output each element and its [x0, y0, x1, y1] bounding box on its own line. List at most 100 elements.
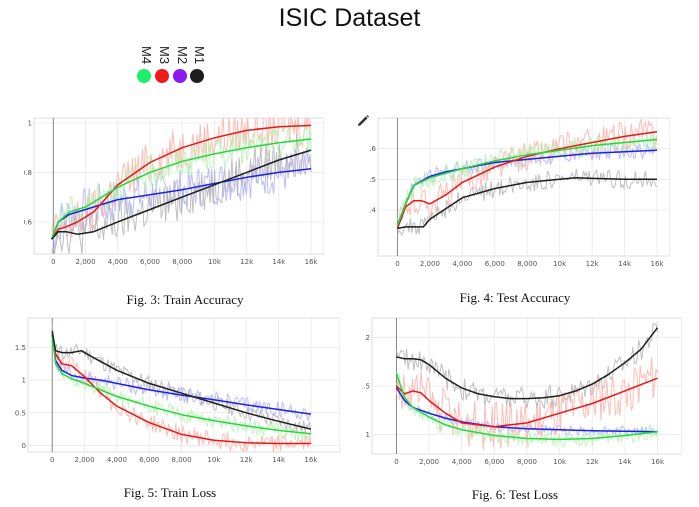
x-tick-label: 10k: [208, 258, 222, 266]
x-tick-label: 0: [394, 458, 398, 466]
raw-trace-m4: [396, 372, 658, 448]
x-tick-label: 8,000: [517, 260, 537, 268]
series-line-m2: [51, 334, 312, 415]
x-tick-label: 14k: [618, 458, 632, 466]
x-tick-label: 8,000: [172, 258, 192, 266]
y-tick-label: 0.4: [370, 207, 377, 215]
chart-train-accuracy: 0 2,000 4,000 6,000 8,000 10k 12k 14k 16k 0.6 0.8 1: [24, 117, 324, 266]
x-tick-label: 16k: [304, 456, 318, 464]
raw-trace-m2: [397, 142, 658, 228]
series-line-m3: [395, 377, 658, 428]
caption-fig6: Fig. 6: Test Loss: [471, 487, 559, 502]
x-tick-label: 14k: [272, 258, 286, 266]
raw-trace-m2: [51, 338, 312, 422]
caption-fig4: Fig. 4: Test Accuracy: [459, 290, 571, 305]
x-tick-label: 10k: [207, 456, 221, 464]
raw-trace-m1: [396, 322, 658, 409]
legend-label-m3: M3: [157, 46, 172, 65]
series-line-m3: [396, 131, 658, 229]
x-tick-label: 0: [50, 456, 54, 464]
chart-test-accuracy: 0 2,000 4,000 6,000 8,000 10k 12k 14k 16k 0.4 0.5 0…: [370, 117, 670, 268]
legend-dot-m1: [190, 69, 204, 83]
x-tick-label: 4,000: [107, 456, 127, 464]
raw-trace-m4: [51, 331, 312, 443]
raw-trace-m3: [396, 357, 658, 450]
x-tick-label: 6,000: [484, 458, 504, 466]
y-tick-label: 0.8: [24, 169, 32, 177]
x-tick-label: 16k: [651, 458, 665, 466]
legend-item-m2: M2: [172, 46, 190, 86]
x-tick-label: 4,000: [108, 258, 128, 266]
x-tick-label: 6,000: [139, 456, 159, 464]
y-tick-label: 0.6: [24, 218, 33, 226]
legend-dot-m3: [155, 69, 169, 83]
raw-trace-m3: [397, 118, 658, 226]
y-tick-label: 0: [22, 442, 26, 450]
raw-trace-m4: [397, 130, 658, 224]
legend-item-m1: M1: [189, 46, 207, 86]
legend-item-m4: M4: [136, 46, 154, 86]
x-tick-label: 14k: [272, 456, 286, 464]
page-title: ISIC Dataset: [278, 4, 421, 32]
x-tick-label: 16k: [651, 260, 665, 268]
y-tick-label: 0.6: [370, 145, 377, 153]
legend-label-m4: M4: [139, 46, 154, 65]
legend-dot-m4: [137, 69, 151, 83]
x-tick-label: 10k: [553, 458, 567, 466]
x-tick-label: 12k: [586, 260, 600, 268]
x-tick-label: 4,000: [452, 458, 472, 466]
x-tick-label: 12k: [240, 456, 254, 464]
x-tick-label: 2,000: [76, 258, 96, 266]
legend-dot-m2: [173, 69, 187, 83]
series-line-m4: [396, 138, 658, 226]
chart-train-loss: 0 2,000 4,000 6,000 8,000 10k 12k 14k 16k 0 0.5 1 1.…: [15, 317, 340, 464]
y-tick-label: 2: [366, 334, 370, 342]
series-line-m4: [51, 334, 311, 435]
legend-label-m1: M1: [192, 46, 207, 65]
series-line-m1: [51, 330, 312, 430]
series-line-m4: [50, 138, 312, 240]
raw-trace-m1: [51, 324, 312, 434]
x-tick-label: 4,000: [452, 260, 472, 268]
x-tick-label: 2,000: [419, 458, 439, 466]
x-tick-label: 10k: [553, 260, 567, 268]
y-tick-label: 1: [366, 431, 370, 439]
caption-fig5: Fig. 5: Train Loss: [123, 485, 217, 500]
x-tick-label: 2,000: [75, 456, 95, 464]
x-tick-label: 8,000: [517, 458, 537, 466]
chart-panel-test-loss: 0 2,000 4,000 6,000 8,000 10k 12k 14k 16k 1 1.5 2: [362, 312, 682, 472]
x-tick-label: 14k: [618, 260, 632, 268]
legend: M4 M3 M2 M1: [128, 46, 218, 88]
y-tick-label: 1: [28, 119, 32, 127]
legend-label-m2: M2: [175, 46, 190, 65]
series-line-m1: [51, 149, 312, 240]
series-line-m4: [395, 373, 658, 441]
x-tick-label: 12k: [240, 258, 254, 266]
chart-panel-train-accuracy: 0 2,000 4,000 6,000 8,000 10k 12k 14k 16k 0.6 0.8 1: [24, 112, 324, 272]
raw-trace-m1: [51, 133, 312, 254]
series-line-m1: [397, 177, 657, 230]
x-tick-label: 0: [395, 260, 399, 268]
pencil-icon[interactable]: [355, 113, 371, 129]
chart-panel-train-loss: 0 2,000 4,000 6,000 8,000 10k 12k 14k 16k 0 0.5 1 1.…: [8, 312, 340, 472]
x-tick-label: 2,000: [420, 260, 440, 268]
series-line-m1: [396, 327, 659, 400]
series-line-m2: [50, 167, 312, 240]
caption-fig3: Fig. 3: Train Accuracy: [126, 292, 244, 307]
y-tick-label: 0.5: [370, 176, 376, 184]
x-tick-label: 6,000: [140, 258, 160, 266]
y-tick-label: 0.5: [15, 409, 26, 417]
x-tick-label: 12k: [586, 458, 600, 466]
x-tick-label: 16k: [305, 258, 319, 266]
x-tick-label: 6,000: [485, 260, 505, 268]
legend-item-m3: M3: [154, 46, 172, 86]
chart-panel-test-accuracy: 0 2,000 4,000 6,000 8,000 10k 12k 14k 16k 0.4 0.5 0…: [370, 112, 670, 274]
chart-test-loss: 0 2,000 4,000 6,000 8,000 10k 12k 14k 16k 1 1.5 2: [362, 317, 682, 466]
raw-trace-m2: [396, 385, 658, 437]
y-tick-label: 1: [22, 377, 26, 385]
y-tick-label: 1.5: [15, 344, 26, 352]
x-tick-label: 8,000: [172, 456, 192, 464]
x-tick-label: 0: [51, 258, 55, 266]
y-tick-label: 1.5: [362, 383, 370, 391]
series-line-m3: [51, 124, 312, 240]
